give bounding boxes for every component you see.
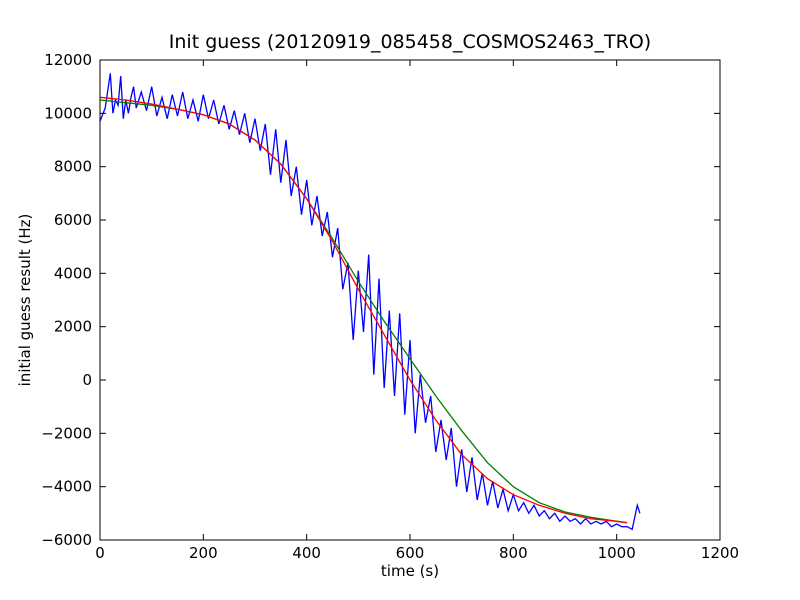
ticks-layer: 0 200 400 600 800 1000 1200 −6000 −4000 −2000 0 200… bbox=[41, 51, 739, 562]
series-line-1 bbox=[99, 73, 641, 531]
plot-frame bbox=[99, 59, 721, 541]
y-tick-label: −4000 bbox=[41, 478, 92, 496]
y-tick-label: 12000 bbox=[44, 51, 92, 69]
series-line-3 bbox=[99, 96, 628, 524]
x-tick-label: 200 bbox=[189, 544, 218, 562]
y-tick-label: 6000 bbox=[54, 211, 92, 229]
series-layer bbox=[99, 73, 641, 531]
y-tick-label: 4000 bbox=[54, 264, 92, 282]
y-tick-label: −2000 bbox=[41, 424, 92, 442]
y-tick-label: −6000 bbox=[41, 531, 92, 549]
y-tick-label: 10000 bbox=[44, 104, 92, 122]
x-axis-label: time (s) bbox=[381, 562, 439, 580]
x-tick-label: 600 bbox=[396, 544, 425, 562]
x-tick-label: 800 bbox=[499, 544, 528, 562]
x-tick-label: 400 bbox=[292, 544, 321, 562]
y-tick-label: 2000 bbox=[54, 318, 92, 336]
chart-title: Init guess (20120919_085458_COSMOS2463_T… bbox=[169, 31, 651, 53]
y-axis-label: initial guess result (Hz) bbox=[16, 214, 34, 387]
y-tick-label: 8000 bbox=[54, 158, 92, 176]
series-line-2 bbox=[99, 99, 628, 524]
x-tick-label: 1200 bbox=[701, 544, 739, 562]
x-tick-label: 0 bbox=[95, 544, 105, 562]
x-tick-label: 1000 bbox=[598, 544, 636, 562]
y-tick-label: 0 bbox=[82, 371, 92, 389]
